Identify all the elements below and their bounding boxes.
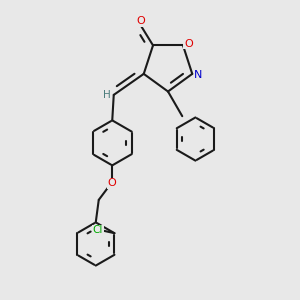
Text: N: N (194, 70, 202, 80)
Text: H: H (103, 91, 111, 100)
Text: O: O (108, 178, 117, 188)
Text: Cl: Cl (93, 225, 103, 235)
Text: O: O (184, 39, 193, 49)
Text: O: O (136, 16, 146, 26)
